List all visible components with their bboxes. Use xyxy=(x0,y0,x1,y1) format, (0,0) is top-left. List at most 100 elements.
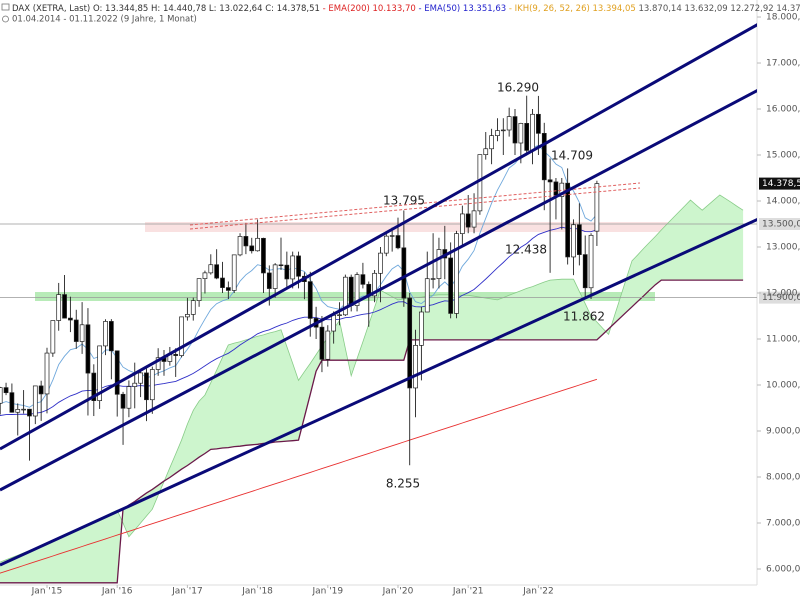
candle-body xyxy=(255,237,260,252)
x-tick-label: Jan '20 xyxy=(382,587,414,597)
candle-body xyxy=(3,387,9,394)
candle-body xyxy=(237,236,243,256)
header-icon xyxy=(2,15,9,23)
candle-body xyxy=(500,129,506,132)
candle-body xyxy=(56,294,62,321)
candle-body xyxy=(378,252,383,274)
y-tick-label: 7.000,00 xyxy=(766,518,800,528)
candle-body xyxy=(389,235,395,237)
price-annotation: 8.255 xyxy=(386,477,420,491)
price-annotation: 13.795 xyxy=(383,194,425,208)
candle-body xyxy=(594,183,600,232)
candle-body xyxy=(413,345,418,389)
y-tick-label: 15.000,00 xyxy=(766,151,800,161)
candle-body xyxy=(407,297,413,389)
level-box xyxy=(759,291,800,304)
candle-body xyxy=(565,182,571,258)
price-annotation: 12.438 xyxy=(505,243,547,257)
level-label: 11.900,00 xyxy=(762,293,800,303)
candle-body xyxy=(383,235,389,254)
candle-body xyxy=(68,317,73,321)
y-tick-label: 6.000,00 xyxy=(766,564,800,574)
header-segment: DAX (XETRA, Last) O: 13.344,85 H: 14.440… xyxy=(12,4,320,14)
candle-body xyxy=(9,392,15,413)
candle-body xyxy=(190,300,196,315)
candle-body xyxy=(138,372,143,384)
candle-body xyxy=(266,272,272,289)
candle-body xyxy=(541,132,547,181)
y-tick-label: 17.000,00 xyxy=(766,59,800,69)
candle-body xyxy=(249,245,255,252)
candle-body xyxy=(343,276,348,316)
candle-body xyxy=(530,113,535,151)
price-annotation: 16.290 xyxy=(497,81,539,95)
candle-body xyxy=(173,354,179,356)
y-tick-label: 9.000,00 xyxy=(766,426,800,436)
x-tick-label: Jan '19 xyxy=(311,587,343,597)
candle-body xyxy=(38,385,44,395)
candle-body xyxy=(27,408,32,417)
y-tick-label: 8.000,00 xyxy=(766,472,800,482)
candle-body xyxy=(290,255,296,280)
candle-body xyxy=(62,294,67,319)
candle-body xyxy=(424,278,430,313)
candle-body xyxy=(471,210,477,228)
y-tick-label: 11.000,00 xyxy=(766,335,800,345)
candle-body xyxy=(454,233,459,314)
candle-body xyxy=(582,254,588,289)
candle-layer xyxy=(0,95,600,466)
candle-body xyxy=(278,264,284,267)
candle-body xyxy=(571,224,576,258)
trend-lines xyxy=(0,23,757,567)
candle-body xyxy=(114,350,120,395)
y-tick-label: 18.000,00 xyxy=(766,13,800,23)
candle-body xyxy=(261,237,266,274)
candle-body xyxy=(272,264,278,289)
candle-body xyxy=(319,326,325,360)
candle-body xyxy=(0,387,3,404)
candle-body xyxy=(214,264,219,279)
y-tick-label: 12.000,00 xyxy=(766,289,800,299)
candle-body xyxy=(360,274,366,285)
header-icon xyxy=(1,3,10,11)
candle-body xyxy=(144,372,149,401)
candle-body xyxy=(419,311,424,346)
dashed-line xyxy=(189,182,641,226)
candle-body xyxy=(284,264,290,280)
ema-line xyxy=(0,378,598,574)
candle-body xyxy=(536,113,541,134)
candle-body xyxy=(506,116,512,131)
candle-body xyxy=(348,276,354,306)
candle-body xyxy=(325,330,331,360)
candle-body xyxy=(576,224,582,255)
candle-body xyxy=(85,324,91,374)
header: DAX (XETRA, Last) O: 13.344,85 H: 14.440… xyxy=(1,3,800,25)
trend-line xyxy=(0,88,757,492)
candle-body xyxy=(331,314,336,332)
candle-body xyxy=(483,148,489,155)
resistance-zone xyxy=(145,222,690,232)
candle-body xyxy=(91,372,97,401)
header-segment: 13.870,14 13.632,09 12.272,92 14.378,51 xyxy=(636,4,800,14)
candle-body xyxy=(202,272,208,279)
candle-body xyxy=(32,385,38,417)
axis-layer: 6.000,00 7.000,00 8.000,00 9.000,00 10.000,0… xyxy=(31,13,800,597)
trend-line xyxy=(0,23,757,451)
candle-body xyxy=(15,409,21,413)
candle-body xyxy=(354,274,360,306)
candle-body xyxy=(179,316,184,356)
last-price-label: 14.378,51 xyxy=(762,179,800,189)
y-tick-label: 13.000,00 xyxy=(766,243,800,253)
y-tick-label: 16.000,00 xyxy=(766,105,800,115)
candle-body xyxy=(372,272,377,297)
candle-body xyxy=(208,264,214,274)
candle-body xyxy=(108,321,114,352)
header-line: DAX (XETRA, Last) O: 13.344,85 H: 14.440… xyxy=(12,4,800,14)
candle-body xyxy=(448,257,453,314)
candle-body xyxy=(518,123,524,144)
candle-body xyxy=(155,357,161,370)
candle-body xyxy=(50,320,56,354)
candle-body xyxy=(460,213,465,234)
candle-body xyxy=(226,287,231,291)
candle-body xyxy=(126,386,132,409)
